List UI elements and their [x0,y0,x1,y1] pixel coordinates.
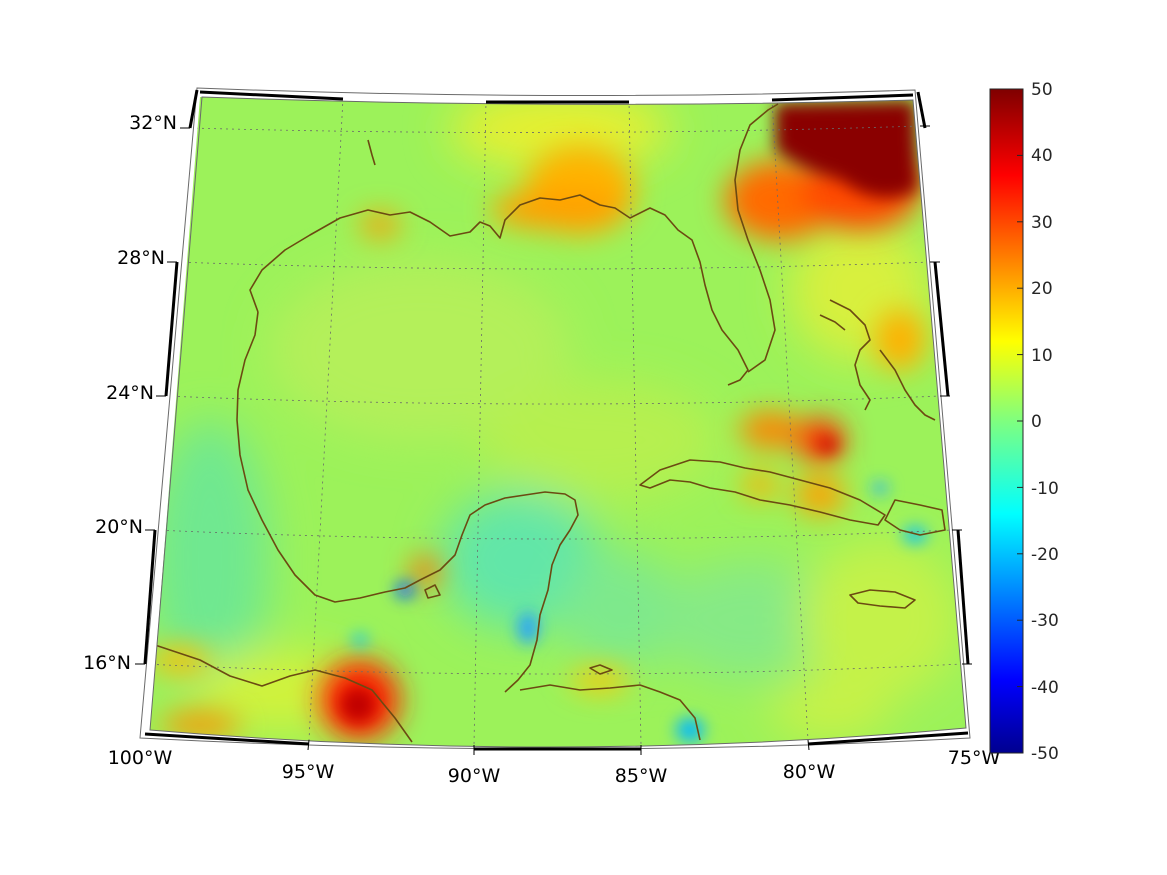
field-blob [150,420,270,700]
field-blob [560,550,680,670]
field-blob [742,471,778,499]
grid-line [189,125,921,133]
colorbar-ticks [1017,88,1023,754]
coastline [367,139,376,166]
coastline [734,103,779,373]
lon-label: 75°W [948,747,1001,769]
colorbar-tick-label: -40 [1031,678,1059,698]
field-blob [903,527,927,543]
lon-label: 85°W [615,765,668,787]
field-blob [150,646,210,674]
frame-segment [144,732,310,746]
colorbar-tick-label: 10 [1031,346,1053,366]
colorbar-tick-label: 50 [1031,80,1053,100]
frame-segment [164,261,179,397]
map-frame [139,87,971,751]
lon-label: 95°W [282,761,335,783]
tick-mark [307,739,310,751]
coastline [424,584,441,599]
field-blob [775,100,918,198]
frame-segment [956,529,970,665]
colorbar: 50 40 30 20 10 0 -10 -20 -30 -40 -50 [989,80,1059,764]
data-field [150,97,966,748]
frame-segment [933,261,950,397]
field-blob [450,97,670,170]
lon-label: 80°W [783,761,836,783]
frame-segment [143,529,157,665]
field-blob [490,190,630,230]
colorbar-labels: 50 40 30 20 10 0 -10 -20 -30 -40 -50 [1031,80,1059,764]
field-blob [440,490,600,630]
field-blob [518,612,538,644]
grid-line [771,98,809,741]
tick-mark [807,739,810,751]
frame-segment [199,90,344,101]
lon-label: 100°W [108,747,173,769]
coastline [589,664,613,675]
coastline [236,311,579,693]
frame-outer [139,87,971,750]
coastline [154,644,413,743]
colorbar-tick-label: -50 [1031,744,1059,764]
lon-label: 90°W [448,765,501,787]
field-blob [875,310,925,370]
field-blob [340,687,376,723]
grid-line [165,395,941,405]
frame-segment [188,89,199,129]
frame-segment [771,93,914,102]
colorbar-tick-label: 30 [1031,213,1053,233]
field-blob [770,680,890,740]
field-blob [818,437,838,453]
coastline [849,589,916,609]
colorbar-tick-label: 0 [1031,412,1042,432]
lat-label: 32°N [129,112,177,134]
coastline [819,314,846,331]
coastlines [154,103,946,743]
coastline [249,194,749,386]
field-blob [160,713,240,737]
field-blob [795,475,845,515]
coastline [884,499,946,536]
field-blob [795,418,845,462]
field-blob [411,556,439,588]
grid-line [176,261,931,270]
lat-label: 24°N [106,382,154,404]
field-blob [360,213,400,237]
field-blob [660,560,840,680]
lat-label: 28°N [117,247,165,269]
lat-label: 20°N [95,516,143,538]
frame-inner [149,96,967,748]
latitude-labels: 32°N 28°N 24°N 20°N 16°N [83,112,177,674]
field-blob [352,634,368,646]
field-blob [872,482,888,494]
colorbar-tick-label: -10 [1031,479,1059,499]
colorbar-tick-label: 40 [1031,146,1053,166]
colorbar-tick-label: -20 [1031,545,1059,565]
coastline [519,684,701,741]
grid-line [308,97,344,741]
tick-marks [135,125,972,755]
field-blob [270,260,570,440]
coastline [829,299,871,411]
frame-segment [916,91,927,129]
lat-label: 16°N [83,652,131,674]
field-blob [570,668,630,692]
coastline [639,459,886,526]
graticule [150,97,963,746]
longitude-labels: 100°W 95°W 90°W 85°W 80°W 75°W [108,747,1001,787]
field-blob [800,540,960,700]
colorbar-tick-label: -30 [1031,611,1059,631]
colorbar-tick-label: 20 [1031,279,1053,299]
grid-line [154,529,953,540]
field-blob [740,412,800,448]
frame-segment [807,731,969,746]
coastline [879,349,936,421]
